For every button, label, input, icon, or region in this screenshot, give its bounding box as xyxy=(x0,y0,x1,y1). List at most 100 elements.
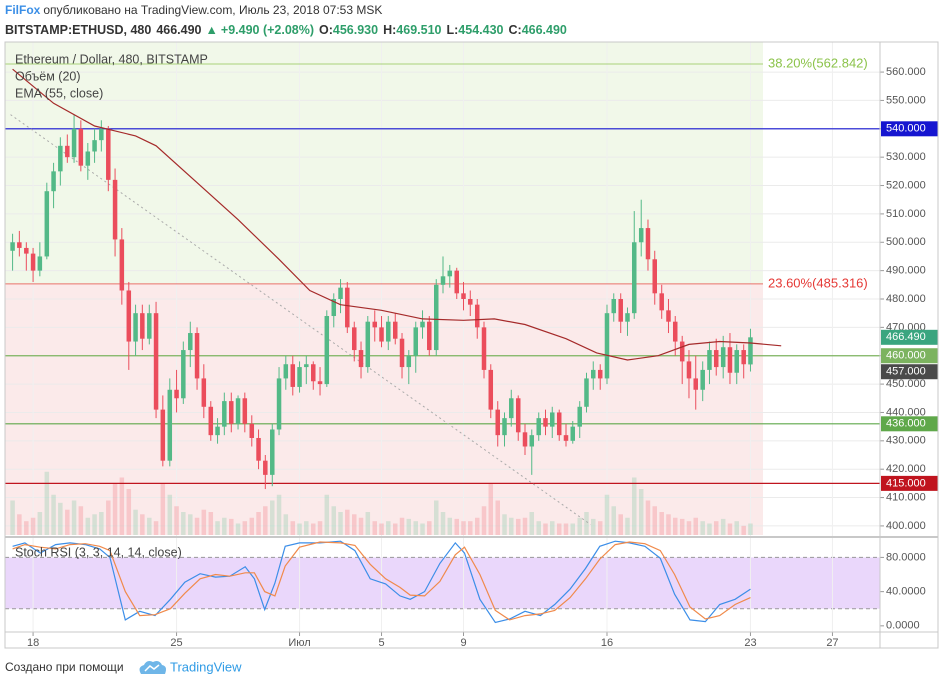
candle-body xyxy=(17,242,22,248)
volume-bar xyxy=(44,471,50,535)
ohlc-value: 469.510 xyxy=(396,23,441,37)
y-tick-label: 400.000 xyxy=(886,520,926,532)
volume-bar xyxy=(317,521,323,535)
volume-bar xyxy=(345,509,350,535)
candle-body xyxy=(106,128,111,180)
volume-bar xyxy=(229,518,234,535)
volume-bar xyxy=(590,518,596,535)
volume-bar xyxy=(208,512,214,535)
y-tick-label: 450.000 xyxy=(886,378,926,390)
volume xyxy=(10,471,753,535)
stoch-line xyxy=(12,541,751,621)
candle-body xyxy=(99,128,104,141)
candle-body xyxy=(331,298,337,317)
candle-body xyxy=(413,327,419,356)
x-tick-label: 27 xyxy=(826,637,838,649)
candle-body xyxy=(720,347,726,368)
candles xyxy=(10,114,753,490)
volume-bar xyxy=(536,521,541,535)
candle-body xyxy=(372,321,378,328)
volume-bar xyxy=(618,514,623,535)
candle-body xyxy=(625,313,630,322)
volume-bar xyxy=(495,500,500,535)
volume-bar xyxy=(99,512,104,535)
volume-bar xyxy=(270,500,275,535)
candle-body xyxy=(379,327,384,342)
volume-bar xyxy=(324,494,330,535)
candle-body xyxy=(283,364,289,379)
candle-body xyxy=(734,350,739,373)
volume-bar xyxy=(37,512,43,535)
author[interactable]: FilFox xyxy=(5,3,41,17)
candle-body xyxy=(140,313,145,339)
candle-body xyxy=(24,247,29,254)
tradingview-logo[interactable] xyxy=(139,661,166,674)
candle-body xyxy=(679,341,685,362)
volume-bar xyxy=(625,517,630,535)
price-badge xyxy=(881,121,938,137)
candle-body xyxy=(290,364,296,387)
candle-body xyxy=(338,287,343,299)
candle-body xyxy=(515,398,521,433)
candle-body xyxy=(604,313,610,379)
pane-title: Stoch RSI (3, 3, 14, 14, close) xyxy=(15,545,182,559)
volume-bar xyxy=(652,506,657,535)
candle-body xyxy=(474,304,480,328)
candle-body xyxy=(208,406,214,436)
y-tick-label: 430.000 xyxy=(886,435,926,447)
footer-brand[interactable]: TradingView xyxy=(170,659,242,674)
volume-bar xyxy=(645,500,651,535)
legend-entry: Объём (20) xyxy=(15,69,81,83)
volume-bar xyxy=(194,517,200,535)
candle-body xyxy=(502,418,507,436)
stoch-line xyxy=(12,540,751,624)
symbol: BITSTAMP:ETHUSD, 480 xyxy=(5,23,151,37)
volume-bar xyxy=(488,483,494,535)
backgrounds xyxy=(5,42,880,609)
volume-bar xyxy=(420,523,425,535)
volume-bar xyxy=(222,517,227,535)
volume-bar xyxy=(331,506,337,535)
candle-body xyxy=(461,293,466,299)
price-badge-label: 466.490 xyxy=(886,331,926,343)
price-badge xyxy=(881,329,938,345)
candle-body xyxy=(30,253,36,271)
published: опубликовано на TradingView.com, Июль 23… xyxy=(43,3,382,17)
candle-body xyxy=(707,350,712,370)
volume-bar xyxy=(174,506,179,535)
volume-bar xyxy=(447,517,453,535)
candle-body xyxy=(618,298,623,322)
candle-body xyxy=(440,276,446,285)
volume-bar xyxy=(413,521,419,535)
ohlc-key: H: xyxy=(383,23,396,37)
candle-body xyxy=(427,321,432,351)
volume-bar xyxy=(338,512,343,535)
x-tick-label: 16 xyxy=(601,637,613,649)
candle-body xyxy=(317,381,323,385)
x-tick-label: 5 xyxy=(378,637,384,649)
volume-bar xyxy=(748,523,753,535)
volume-bar xyxy=(147,517,152,535)
volume-bar xyxy=(215,521,220,535)
volume-bar xyxy=(693,517,698,535)
candle-body xyxy=(37,256,43,271)
volume-bar xyxy=(502,514,507,535)
candle-body xyxy=(311,364,316,382)
candle-body xyxy=(249,423,255,438)
candle-body xyxy=(563,435,569,441)
y-tick-label: 420.000 xyxy=(886,463,926,475)
candle-body xyxy=(543,418,548,427)
candle-body xyxy=(686,361,692,379)
price-badge-label: 415.000 xyxy=(886,477,926,489)
candle-body xyxy=(481,327,487,370)
ohlc-value: 466.490 xyxy=(522,23,567,37)
fib-label: 23.60%(485.316) xyxy=(768,275,868,290)
volume-bar xyxy=(686,521,692,535)
y-tick-label: 80.0000 xyxy=(886,551,926,563)
candle-body xyxy=(126,290,132,342)
labels: 38.20%(562.842) 23.60%(485.316) 400.000 410… xyxy=(15,52,926,649)
price-badges: 540.000 466.490 460.000 457.000 436.000 415.0… xyxy=(881,121,938,491)
volume-bar xyxy=(741,525,746,535)
candle-body xyxy=(468,298,473,305)
